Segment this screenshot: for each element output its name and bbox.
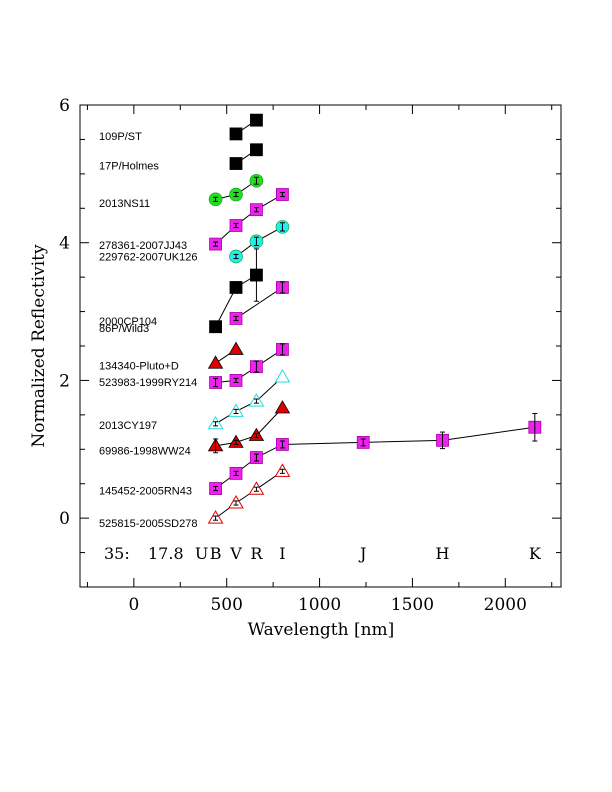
series-line	[215, 407, 283, 447]
y-tick-label: 6	[59, 96, 70, 116]
series-line	[215, 470, 283, 519]
x-axis-title: Wavelength [nm]	[248, 620, 395, 640]
band-label: I	[279, 544, 285, 563]
series-line	[215, 426, 535, 489]
error-bars	[213, 176, 538, 521]
object-label: 145452-2005RN43	[99, 486, 192, 498]
band-label: B	[210, 544, 222, 563]
object-label: 69986-1998WW24	[99, 446, 191, 458]
axis-ticks: 0 500 1000 1500 2000 0 2 4 6	[59, 96, 561, 615]
object-label: 2013NS11	[99, 198, 150, 210]
square-marker	[209, 320, 222, 334]
object-label: 523983-1999RY214	[99, 377, 197, 389]
y-tick-label: 2	[59, 371, 70, 391]
object-label: 229762-2007UK126	[99, 251, 197, 263]
x-tick-label: 1500	[391, 595, 434, 615]
object-labels: 109P/ST 17P/Holmes 2013NS11 278361-2007JJ43…	[99, 131, 197, 530]
object-label: 109P/ST	[99, 131, 142, 143]
object-label: 2000CP104	[99, 316, 157, 328]
object-label: 525815-2005SD278	[99, 518, 197, 530]
square-marker	[229, 281, 243, 294]
band-label: J	[358, 544, 366, 563]
series-lines	[215, 119, 535, 519]
x-tick-label: 1000	[298, 595, 341, 615]
y-tick-label: 0	[59, 509, 70, 529]
object-label: 134340-Pluto+D	[99, 360, 179, 372]
square-marker	[250, 113, 263, 127]
band-label: U	[195, 544, 208, 563]
triangle-marker	[274, 400, 291, 414]
object-label: 17P/Holmes	[99, 161, 159, 173]
frame-number-label: 35:	[104, 544, 130, 563]
triangle-marker	[228, 341, 244, 355]
x-tick-label: 0	[128, 595, 139, 615]
object-label: 86P/Wild3	[99, 323, 149, 335]
x-tick-label: 500	[210, 595, 242, 615]
band-label: R	[250, 544, 263, 563]
series-line	[215, 349, 283, 383]
series-line	[215, 376, 283, 425]
object-label: 278361-2007JJ43	[99, 240, 187, 252]
series-line	[215, 194, 283, 245]
data-markers	[207, 113, 542, 524]
band-label: V	[229, 544, 242, 563]
band-label: K	[529, 544, 542, 563]
square-marker	[250, 143, 263, 157]
y-axis-title: Normalized Reflectivity	[29, 244, 49, 448]
triangle-marker	[207, 355, 224, 369]
object-label: 2013CY197	[99, 420, 157, 432]
series-line	[235, 287, 283, 319]
magnitude-label: 17.8	[148, 544, 184, 563]
band-label: H	[436, 544, 450, 563]
y-tick-label: 4	[59, 234, 70, 254]
square-marker	[229, 127, 243, 141]
plot-frame	[79, 104, 562, 588]
open-triangle-marker	[274, 368, 291, 383]
x-tick-label: 2000	[484, 595, 527, 615]
square-marker	[229, 157, 243, 170]
